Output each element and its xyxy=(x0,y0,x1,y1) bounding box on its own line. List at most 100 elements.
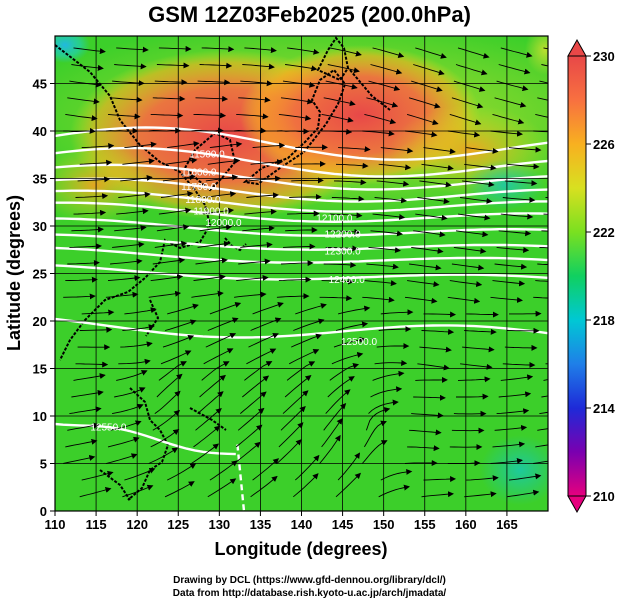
wind-streamline xyxy=(365,407,391,431)
wind-streamline xyxy=(63,454,96,464)
wind-streamline xyxy=(73,209,107,216)
x-tick-label: 135 xyxy=(250,517,272,532)
wind-streamline xyxy=(235,424,263,448)
wind-streamline xyxy=(407,445,440,452)
wind-streamline xyxy=(374,197,408,204)
contour-label: 12500.0 xyxy=(341,337,378,348)
wind-streamline xyxy=(366,97,399,108)
wind-streamline xyxy=(120,174,153,182)
wind-streamline xyxy=(498,64,531,75)
wind-streamline xyxy=(107,275,141,282)
wind-streamline xyxy=(496,408,530,415)
wind-streamline xyxy=(323,97,356,107)
contour-label: 11800.0 xyxy=(185,195,221,206)
grid-lines xyxy=(55,36,548,511)
wind-streamline xyxy=(460,197,493,204)
contour-label: 12100.0 xyxy=(316,213,353,224)
wind-streamline xyxy=(411,80,443,92)
wind-streamline xyxy=(423,476,457,483)
wind-streamline xyxy=(376,342,410,349)
wind-streamline xyxy=(327,64,360,74)
wind-streamline xyxy=(280,97,314,105)
wind-streamline xyxy=(490,296,523,303)
wind-streamline xyxy=(252,458,280,481)
x-tick-label: 155 xyxy=(414,517,436,532)
wind-streamline xyxy=(164,481,195,498)
wind-streamline xyxy=(508,473,542,481)
wind-streamline xyxy=(404,296,438,304)
x-tick-label: 160 xyxy=(455,517,477,532)
wind-streamline xyxy=(65,276,98,283)
x-tick-label: 165 xyxy=(496,517,518,532)
wind-streamline xyxy=(114,224,147,232)
wind-streamline xyxy=(456,393,489,400)
wind-streamline xyxy=(75,361,109,368)
wind-streamline xyxy=(460,363,493,370)
wind-streamline xyxy=(411,412,444,419)
wind-streamline xyxy=(533,460,548,464)
wind-streamline xyxy=(421,491,454,498)
wind-streamline xyxy=(537,263,548,266)
wind-streamline xyxy=(453,80,486,92)
wind-streamline xyxy=(110,420,142,431)
wind-streamline xyxy=(494,424,528,431)
wind-streamline xyxy=(152,95,186,102)
wind-streamline xyxy=(209,460,238,481)
wind-streamline xyxy=(65,438,98,448)
wind-streamline xyxy=(291,177,324,184)
y-tick-label: 40 xyxy=(33,124,47,139)
wind-streamline xyxy=(63,293,96,300)
wind-streamline xyxy=(462,346,495,353)
wind-streamline xyxy=(506,163,540,170)
wind-streamline xyxy=(508,146,542,153)
contour-label: 12200.0 xyxy=(325,229,362,240)
wind-streamline xyxy=(466,475,499,482)
wind-streamline xyxy=(276,293,310,300)
wind-streamline xyxy=(323,402,347,431)
wind-streamline xyxy=(197,240,230,248)
wind-streamline xyxy=(321,418,343,448)
wind-streamline xyxy=(537,428,548,431)
wind-streamline xyxy=(380,468,413,481)
wind-streamline xyxy=(148,290,182,298)
wind-streamline xyxy=(122,158,155,165)
wind-streamline xyxy=(205,333,237,348)
wind-streamline xyxy=(120,341,153,348)
wind-streamline xyxy=(506,489,540,498)
wind-streamline xyxy=(533,296,548,299)
y-tick-label: 30 xyxy=(33,219,47,234)
wind-streamline xyxy=(494,97,527,108)
wind-streamline xyxy=(421,328,455,335)
wind-streamline xyxy=(319,434,341,464)
wind-streamline xyxy=(451,263,485,271)
wind-streamline xyxy=(535,444,548,448)
wind-streamline xyxy=(541,230,548,232)
wind-streamline xyxy=(466,147,499,154)
wind-streamline xyxy=(494,263,528,270)
wind-streamline xyxy=(73,373,106,381)
wind-streamline xyxy=(67,97,100,105)
wind-streamline xyxy=(199,62,233,69)
wind-streamline xyxy=(112,241,145,248)
wind-streamline xyxy=(233,441,261,464)
wind-streamline xyxy=(447,130,481,138)
wind-streamline xyxy=(282,390,309,414)
wind-streamline xyxy=(374,359,408,366)
wind-streamline xyxy=(276,439,302,464)
contour-labels: 11500.0 11600.0 11700.0 11800.011900.012000… xyxy=(90,150,377,434)
wind-streamline xyxy=(67,259,100,266)
x-tick-label: 115 xyxy=(86,517,107,532)
wind-streamline xyxy=(288,349,320,365)
wind-streamline xyxy=(107,113,141,120)
wind-streamline xyxy=(286,361,316,381)
wind-streamline xyxy=(150,112,184,119)
x-tick-label: 130 xyxy=(208,517,230,532)
wind-streamline xyxy=(327,376,355,398)
wind-streamline xyxy=(413,230,446,238)
wind-streamline xyxy=(67,422,100,431)
colorbar-tick-label: 210 xyxy=(593,489,615,504)
wind-streamline xyxy=(278,276,312,283)
wind-streamline xyxy=(124,468,156,481)
wind-streamline xyxy=(118,191,151,198)
wind-streamline xyxy=(193,112,227,119)
